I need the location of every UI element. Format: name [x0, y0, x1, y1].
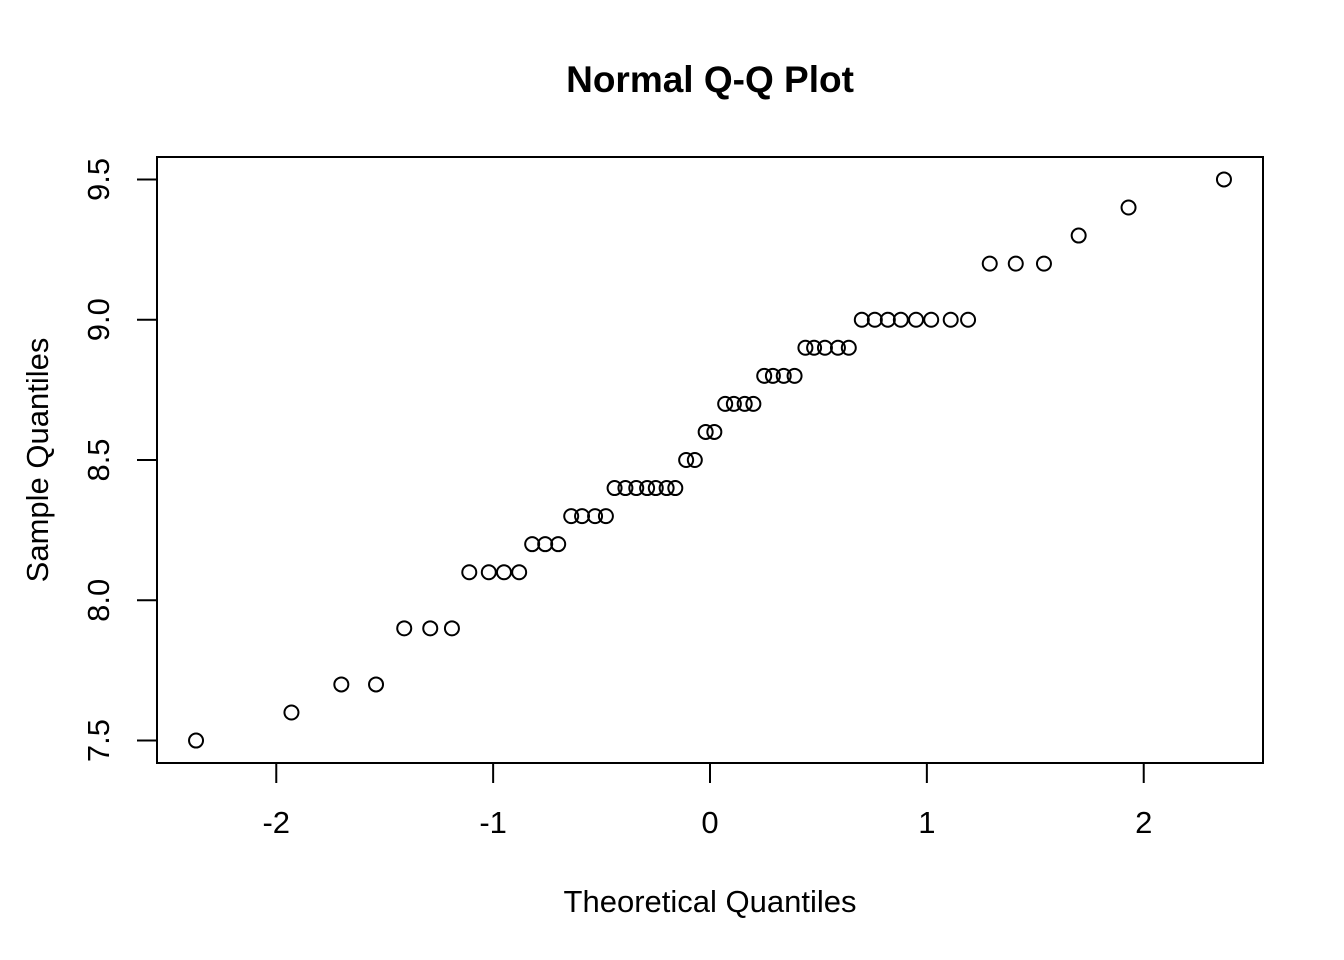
data-point [480, 564, 497, 581]
data-point [853, 311, 870, 328]
data-point [524, 536, 541, 553]
data-point [443, 620, 460, 637]
data-point [574, 508, 591, 525]
data-point [333, 676, 350, 693]
x-tick-label: -1 [479, 805, 507, 840]
y-tick-label: 9.5 [81, 158, 116, 201]
data-point [396, 620, 413, 637]
data-point [942, 311, 959, 328]
data-point [840, 339, 857, 356]
data-point [892, 311, 909, 328]
data-point [658, 480, 675, 497]
data-point [879, 311, 896, 328]
data-point [923, 311, 940, 328]
x-tick-label: 1 [918, 805, 935, 840]
data-point [736, 395, 753, 412]
y-tick-label: 8.5 [81, 438, 116, 481]
data-point [495, 564, 512, 581]
plot-frame [156, 156, 1264, 764]
data-point [1120, 199, 1137, 216]
data-point [697, 423, 714, 440]
data-point [908, 311, 925, 328]
y-tick-label: 9.0 [81, 298, 116, 341]
x-tick-label: -2 [262, 805, 290, 840]
data-point [797, 339, 814, 356]
data-point [639, 480, 656, 497]
data-point [667, 480, 684, 497]
y-tick-label: 8.0 [81, 579, 116, 622]
data-point [461, 564, 478, 581]
data-point [1070, 227, 1087, 244]
data-point [1007, 255, 1024, 272]
data-point [764, 367, 781, 384]
x-tick-label: 0 [701, 805, 718, 840]
data-point [368, 676, 385, 693]
data-point [283, 704, 300, 721]
data-point [686, 452, 703, 468]
data-point [960, 311, 977, 328]
data-point [550, 536, 567, 553]
chart-title: Normal Q-Q Plot [566, 59, 854, 100]
data-point [981, 255, 998, 272]
data-point [188, 732, 205, 749]
data-point [647, 480, 664, 497]
y-tick-label: 7.5 [81, 719, 116, 762]
data-point [422, 620, 439, 637]
y-axis-title: Sample Quantiles [20, 338, 55, 583]
data-point [606, 480, 623, 497]
y-axis: 7.5 8.0 8.5 9.0 9.5 [81, 158, 158, 762]
data-point [706, 423, 723, 440]
data-point [1035, 255, 1052, 272]
data-point [816, 339, 833, 356]
data-point [829, 339, 846, 356]
data-point [628, 480, 645, 497]
data-point [511, 564, 528, 581]
data-point [1215, 171, 1232, 188]
data-point [786, 367, 803, 384]
data-point [717, 395, 734, 412]
data-point [866, 311, 883, 328]
data-point [756, 367, 773, 384]
data-point [587, 508, 604, 525]
data-point [537, 536, 554, 553]
x-axis: -2 -1 0 1 2 [262, 762, 1152, 840]
data-point [725, 395, 742, 412]
data-point [775, 367, 792, 384]
data-point [806, 339, 823, 356]
x-tick-label: 2 [1135, 805, 1152, 840]
data-points [188, 171, 1232, 749]
data-point [678, 452, 695, 468]
data-point [617, 480, 634, 497]
data-point [745, 395, 762, 412]
data-point [563, 508, 580, 525]
x-axis-title: Theoretical Quantiles [564, 884, 857, 919]
data-point [597, 508, 614, 525]
